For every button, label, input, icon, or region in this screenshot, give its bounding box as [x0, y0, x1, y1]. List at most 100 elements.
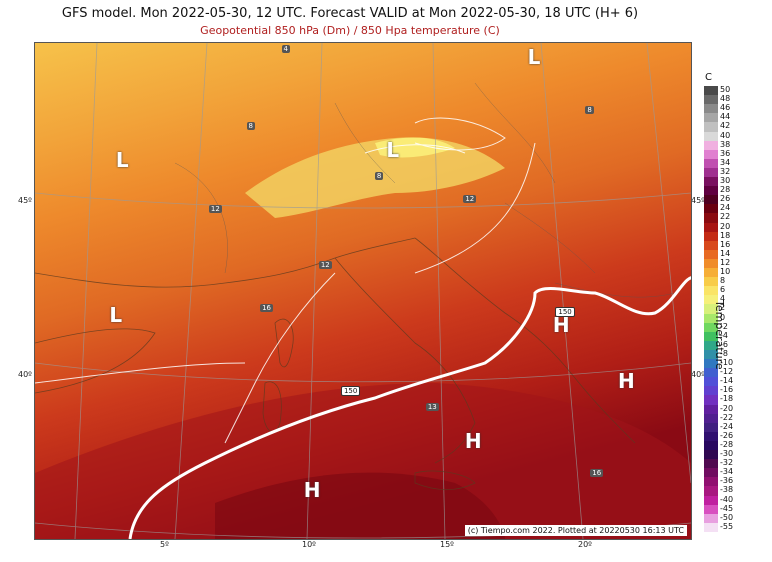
pressure-center-h: H [464, 428, 482, 453]
legend-tick-label: 4 [720, 294, 726, 304]
legend-color-cell [704, 86, 718, 96]
legend-color-cell [704, 513, 718, 524]
legend-tick-label: 24 [720, 203, 731, 213]
pressure-center-l: L [115, 148, 129, 172]
legend-tick-label: 30 [720, 176, 731, 186]
right-lat-tick-label: 40º [691, 370, 705, 379]
legend-color-cell [704, 349, 718, 360]
weather-map[interactable]: L L L L H H H H 150 150 12 12 12 16 13 16 8 8 4 8 (c) Tiemp… [34, 42, 692, 540]
isotherm-label: 16 [590, 468, 604, 477]
legend-tick-label: 16 [720, 239, 731, 249]
legend-color-cell [704, 240, 718, 251]
legend-color-cell [704, 231, 718, 242]
isotherm-label: 12 [208, 204, 222, 213]
legend-color-cell [704, 440, 718, 451]
left-lat-tick-label: 40º [18, 370, 32, 379]
legend-color-cell [704, 504, 718, 515]
left-lat-tick-label: 45º [18, 196, 32, 205]
legend-color-cell [704, 95, 718, 105]
legend-tick-label: 46 [720, 103, 731, 113]
legend-color-cell [704, 286, 718, 296]
legend-tick-label: -45 [720, 503, 734, 513]
legend-color-cell [704, 459, 718, 469]
legend-tick-label: 2 [720, 303, 726, 313]
legend-tick-label: -40 [720, 494, 734, 504]
legend-color-cell [704, 104, 718, 114]
pressure-center-h: H [303, 478, 321, 502]
pressure-center-l: L [386, 138, 400, 163]
legend-color-cell [704, 431, 718, 442]
legend-tick-label: 10 [720, 267, 731, 277]
legend-tick-label: -18 [720, 394, 734, 404]
legend-color-cell [704, 422, 718, 433]
legend-tick-label: -36 [720, 476, 734, 486]
legend-tick-label: -10 [720, 358, 734, 368]
legend-tick-label: 32 [720, 166, 731, 176]
legend-color-cell [704, 195, 718, 205]
legend-tick-label: 0 [720, 312, 726, 322]
legend-color-cell [704, 486, 718, 497]
legend-tick-label: -12 [720, 367, 734, 377]
legend-tick-label: 50 [720, 85, 731, 94]
legend-color-cell [704, 131, 718, 142]
legend-color-cell [704, 404, 718, 415]
legend-color-cell [704, 158, 718, 169]
legend-tick-label: -14 [720, 376, 734, 386]
bottom-lon-tick-label: 15º [440, 540, 454, 549]
legend-tick-label: 8 [720, 276, 726, 286]
legend-color-cell [704, 149, 718, 160]
isotherm-lines [35, 117, 536, 444]
hot-core [215, 472, 505, 539]
legend-color-cell [704, 468, 718, 478]
legend-color-cell [704, 222, 718, 233]
alps-snow [375, 137, 455, 158]
legend-tick-label: -34 [720, 467, 734, 477]
legend-color-cell [704, 258, 718, 269]
legend-color-cell [704, 249, 718, 260]
pressure-center-l: L [109, 303, 123, 328]
bottom-lon-tick-label: 5º [160, 540, 169, 549]
legend-tick-label: -28 [720, 439, 734, 449]
legend-quantity: Temperature [713, 300, 726, 370]
isotherm-label: 13 [425, 402, 439, 411]
legend-color-cell [704, 386, 718, 396]
legend-tick-label: 26 [720, 194, 731, 204]
legend-color-cell [704, 413, 718, 424]
isotherm-label: 4 [281, 45, 290, 53]
chart-title: GFS model. Mon 2022-05-30, 12 UTC. Forec… [61, 6, 639, 21]
geopotential-contour-label: 150 [340, 386, 361, 396]
legend-tick-label: 28 [720, 185, 731, 195]
warm-core [35, 383, 691, 539]
legend-tick-label: -20 [720, 403, 734, 413]
legend-color-cell [704, 313, 718, 324]
bottom-lon-tick-label: 20º [578, 540, 592, 549]
copyright-notice: (c) Tiempo.com 2022. Plotted at 20220530… [464, 525, 687, 536]
pressure-center-l: L [527, 45, 541, 69]
geopotential-contour-label: 150 [555, 306, 575, 317]
legend-tick-label: -30 [720, 449, 734, 459]
legend-color-cell [704, 277, 718, 287]
isotherm-label: 8 [246, 122, 255, 130]
legend-color-cell [704, 377, 718, 387]
legend-tick-label: 40 [720, 130, 731, 140]
legend-color-cell [704, 113, 718, 123]
legend-color-cell [704, 268, 718, 278]
isotherm-label: 8 [374, 171, 384, 180]
legend-tick-label: -32 [720, 458, 734, 468]
legend-color-cell [704, 140, 718, 151]
legend-color-cell [704, 213, 718, 224]
legend-tick-label: -6 [720, 339, 728, 349]
legend-color-cell [704, 477, 718, 487]
legend-color-cell [704, 395, 718, 406]
map-canvas [35, 43, 691, 539]
legend-tick-label: -4 [720, 330, 728, 340]
legend-color-cell [704, 522, 718, 533]
isotherm-label: 12 [463, 194, 477, 203]
right-lat-tick-label: 45º [691, 196, 705, 205]
legend-unit: C [705, 72, 712, 83]
legend-tick-label: -26 [720, 430, 734, 440]
temperature-legend [704, 86, 718, 533]
legend-color-cell [704, 304, 718, 315]
legend-color-cell [704, 495, 718, 506]
isotherm-label: 8 [585, 105, 594, 114]
